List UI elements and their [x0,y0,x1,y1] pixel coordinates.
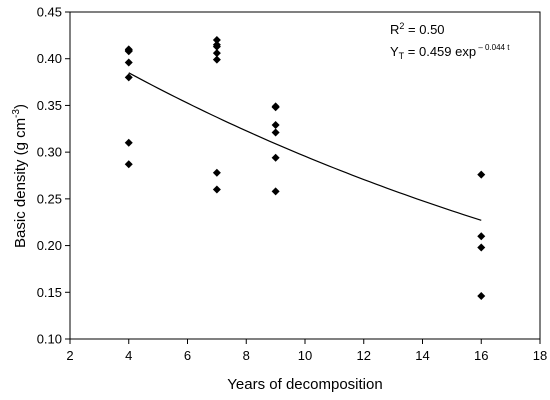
x-tick-label: 18 [533,348,547,363]
data-point [271,121,280,130]
equation-annotation: YT = 0.459 exp – 0.044 t [390,43,510,61]
plot-area [69,11,541,340]
r-squared-annotation: R2 = 0.50 [390,21,445,37]
data-point [124,160,133,169]
y-tick-label: 0.20 [37,238,62,253]
y-tick-label: 0.10 [37,332,62,347]
y-tick-label: 0.45 [37,5,62,20]
data-point [124,58,133,67]
x-tick-label: 6 [184,348,191,363]
x-tick-label: 2 [66,348,73,363]
y-tick-label: 0.40 [37,51,62,66]
data-point [212,55,221,64]
x-tick-label: 16 [474,348,488,363]
data-point [212,40,221,49]
data-point [477,232,486,241]
x-tick-label: 4 [125,348,132,363]
data-point [271,128,280,137]
data-points [124,36,486,301]
fit-curve [128,72,482,221]
y-tick-label: 0.35 [37,98,62,113]
data-point [124,73,133,82]
data-point [271,103,280,112]
x-axis-title: Years of decomposition [227,376,382,393]
x-tick-label: 12 [357,348,371,363]
x-tick-label: 14 [415,348,429,363]
data-point [477,292,486,301]
data-point [212,185,221,194]
data-point [124,46,133,55]
axis-ticks: 2 4 6 8 10 12 14 16 18 0.10 0.15 0.20 0.25 0.30 0.35 0.… [37,5,548,364]
y-tick-label: 0.30 [37,145,62,160]
data-point [212,36,221,45]
data-point [212,49,221,58]
data-point [271,187,280,196]
data-point [477,170,486,179]
x-tick-label: 10 [298,348,312,363]
data-point [124,138,133,147]
data-point [477,243,486,252]
x-tick-label: 8 [243,348,250,363]
data-point [212,168,221,177]
y-tick-label: 0.25 [37,191,62,206]
y-tick-label: 0.15 [37,285,62,300]
data-point [271,153,280,162]
y-axis-title: Basic density (g cm-3) [11,104,29,248]
